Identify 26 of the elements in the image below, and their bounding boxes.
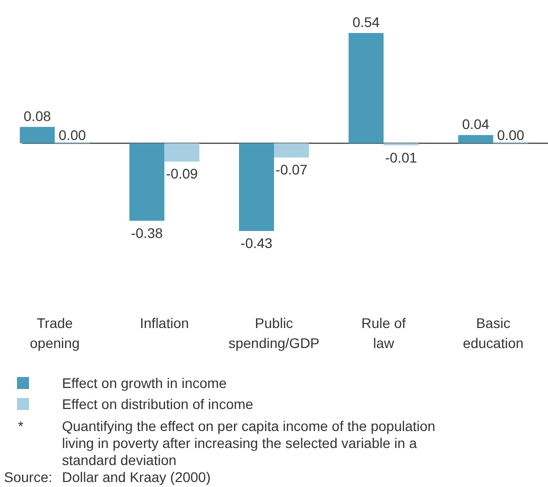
bar [274, 143, 309, 158]
legend-label: Effect on distribution of income [62, 396, 254, 412]
data-label: 0.08 [24, 108, 52, 124]
data-label: 0.54 [352, 14, 380, 30]
x-tick-label: Basic education [462, 315, 524, 351]
data-label: -0.01 [385, 149, 418, 166]
x-tick-label: Trade opening [30, 315, 80, 351]
bar [348, 33, 384, 144]
x-tick-label: Rule of law [361, 315, 406, 351]
data-label: 0.04 [462, 116, 490, 132]
data-label: 0.00 [497, 127, 525, 144]
data-label: -0.09 [166, 166, 198, 182]
bar [129, 143, 164, 221]
x-tick-label: Inflation [140, 315, 189, 331]
data-label: 0.00 [58, 127, 86, 144]
bar [239, 143, 274, 231]
data-label: -0.38 [130, 224, 164, 241]
bar [458, 135, 494, 144]
bar [164, 143, 200, 162]
source-note: Source: Dollar and Kraay (2000) [4, 469, 211, 485]
legend-label: Effect on growth in income [62, 375, 227, 391]
bar [20, 126, 55, 144]
x-tick-label: Public spending/GDP [228, 315, 320, 351]
data-label: -0.07 [276, 162, 308, 178]
data-label: -0.43 [240, 235, 273, 251]
text: * Quantifying the effect on per capita income of the population living in poverty after increasing the selected variable in a standard deviation [18, 418, 436, 468]
